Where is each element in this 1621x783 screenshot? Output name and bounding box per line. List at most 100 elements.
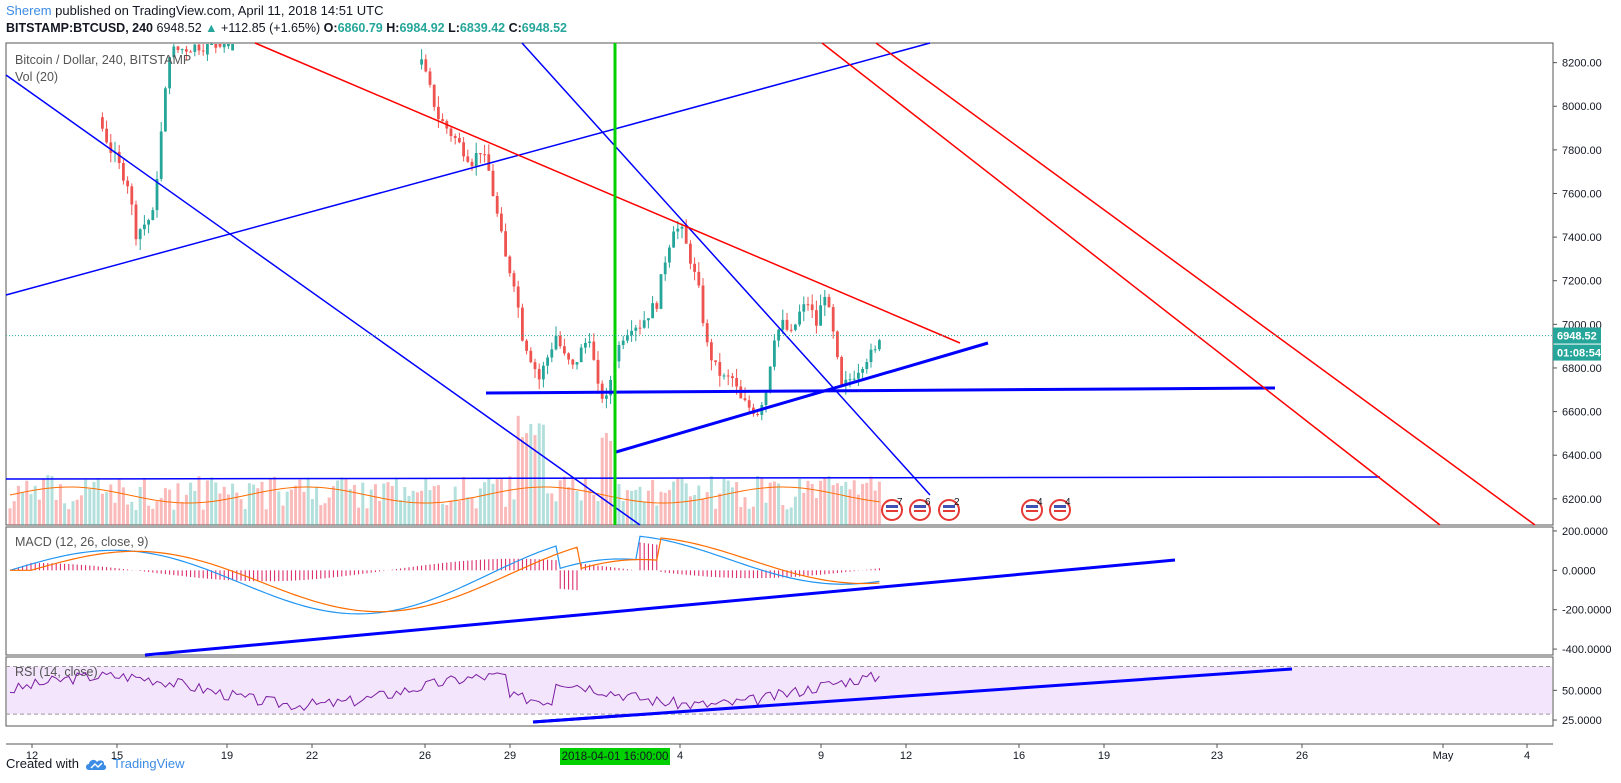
candle-body (634, 327, 638, 331)
close-value: 6948.52 (521, 21, 567, 35)
candle-body (550, 349, 554, 358)
volume-bar (730, 487, 734, 525)
time-tick-label: 19 (221, 750, 233, 762)
volume-bar (411, 490, 415, 525)
candle-body (546, 357, 549, 366)
volume-bar (495, 479, 499, 525)
time-tick-label: 9 (818, 750, 824, 762)
blue-trendline (485, 386, 1276, 395)
volume-bar (256, 488, 260, 525)
volume-bar (445, 505, 449, 525)
volume-bar (336, 480, 340, 525)
candle-body (701, 285, 705, 324)
volume-bar (71, 501, 75, 525)
volume-bar (483, 482, 487, 525)
candle-body (592, 341, 596, 360)
volume-bar (319, 505, 323, 525)
candle-body (117, 151, 121, 163)
volume-bar (634, 489, 638, 525)
volume-bar (533, 435, 537, 525)
candle-body (714, 360, 717, 363)
candle-body (638, 327, 642, 329)
candle-body (873, 349, 877, 351)
candle-body (823, 296, 827, 306)
volume-bar (810, 483, 814, 525)
volume-bar (16, 485, 20, 525)
time-tick-label: 16 (1013, 750, 1025, 762)
macd-signal-line (10, 537, 880, 613)
volume-bar (596, 501, 600, 525)
candle-body (693, 263, 696, 272)
volume-bar (714, 508, 718, 525)
volume-bar (205, 480, 209, 525)
candle-body (424, 59, 428, 72)
volume-bar (121, 487, 125, 525)
volume-bar (474, 508, 478, 525)
time-axis: 12 15 19 22 26 29 4 9 12 16 19 23 26 May 4 2018-04-01 1… (26, 744, 1530, 765)
volume-bar (378, 500, 382, 525)
candle-body (521, 307, 524, 341)
volume-bar (25, 480, 29, 525)
candle-body (857, 372, 860, 379)
last-price-badge (1553, 327, 1601, 344)
volume-bar (537, 423, 541, 525)
candle-body (504, 231, 507, 257)
author-link[interactable]: Sherem (6, 3, 52, 18)
candle-body (491, 170, 495, 196)
volume-bar (357, 507, 361, 525)
event-count-label: 4 (1037, 497, 1043, 508)
tradingview-brand-link[interactable]: TradingView (85, 756, 185, 771)
volume-bar (201, 509, 205, 525)
macd-pane-frame (5, 526, 1554, 656)
candle-body (756, 414, 759, 416)
volume-bar (268, 479, 272, 525)
volume-bar (659, 491, 663, 525)
candle-body (571, 359, 575, 365)
candle-body (432, 84, 436, 107)
volume-bar (134, 509, 138, 525)
candle-body (134, 204, 138, 240)
candle-body (227, 44, 230, 47)
volume-bar (407, 495, 411, 525)
candle-body (777, 329, 780, 341)
candle-body (726, 375, 730, 377)
us-flag-stripe (914, 510, 926, 512)
volume-bar (277, 491, 281, 525)
volume-bar (798, 478, 802, 525)
volume-bar (126, 504, 130, 525)
candle-body (617, 344, 621, 362)
volume-bar (46, 475, 50, 525)
candle-body (705, 323, 709, 343)
rsi-pane: RSI (14, close) 50.0000 25.0000 (6, 665, 1602, 727)
rsi-pane-frame (5, 656, 1554, 727)
volume-bar (75, 499, 79, 525)
candle-body (126, 180, 129, 187)
candle-body (512, 273, 516, 287)
candle-body (159, 131, 163, 179)
candle-body (869, 349, 873, 363)
volume-bar (693, 494, 697, 525)
price-tick-label: 6200.00 (1562, 494, 1602, 506)
open-label: O: (323, 21, 338, 35)
blue-trendline (615, 341, 989, 454)
open-value: 6860.79 (337, 21, 383, 35)
candle-body (206, 44, 209, 55)
change-value: +112.85 (+1.65%) (221, 21, 321, 35)
candle-body (735, 378, 738, 387)
volume-bar (130, 501, 134, 525)
candle-body (584, 342, 587, 348)
price-tick-label: 8000.00 (1562, 101, 1602, 113)
candle-body (155, 178, 159, 211)
volume-bar (100, 493, 104, 525)
volume-bar (739, 507, 743, 525)
candle-body (542, 365, 545, 380)
price-tick-label: 6400.00 (1562, 450, 1602, 462)
time-tick-label: 26 (419, 750, 431, 762)
time-tick-label: May (1433, 750, 1454, 762)
candles-group (101, 43, 881, 421)
volume-bar (155, 501, 159, 525)
candle-body (458, 138, 461, 143)
candle-body (642, 320, 646, 328)
volume-bar (709, 476, 713, 525)
